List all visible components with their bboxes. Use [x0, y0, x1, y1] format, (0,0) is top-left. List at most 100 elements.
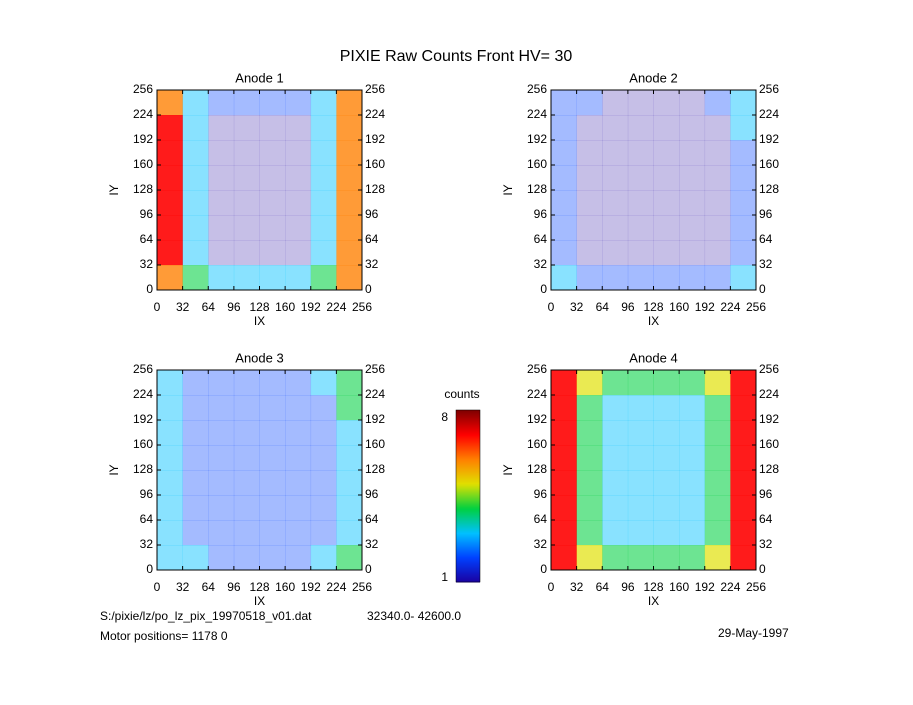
y2-tick-label: 224 [365, 107, 385, 121]
heatmap-cell [157, 420, 183, 446]
y2-tick-label: 160 [759, 437, 779, 451]
heatmap-cell [602, 520, 629, 546]
heatmap-cell [336, 215, 363, 241]
x-tick-label: 0 [154, 300, 161, 314]
heatmap-cell [679, 420, 706, 446]
y-tick-label: 160 [527, 157, 547, 171]
footer-file: S:/pixie/lz/po_lz_pix_19970518_v01.dat [100, 609, 312, 623]
heatmap-cell [704, 140, 731, 166]
colorbar-segment [456, 570, 480, 573]
y-axis-label: IY [107, 184, 121, 195]
heatmap-cell [551, 140, 577, 166]
heatmap-cell [208, 445, 235, 471]
colorbar-segment [456, 454, 480, 457]
y2-tick-label: 224 [365, 387, 385, 401]
heatmap-cell [576, 165, 603, 191]
heatmap-cell [182, 420, 209, 446]
heatmap-cell [730, 165, 757, 191]
x-axis-label: IX [648, 594, 659, 608]
x-tick-label: 192 [695, 580, 715, 594]
y-tick-label: 192 [133, 412, 153, 426]
heatmap-cell [627, 420, 654, 446]
heatmap-cell [157, 520, 183, 546]
heatmap-cell [259, 90, 286, 116]
colorbar-segment [456, 426, 480, 429]
y2-tick-label: 160 [365, 437, 385, 451]
colorbar-segment [456, 434, 480, 437]
heatmap-cell [182, 495, 209, 521]
y-tick-label: 128 [133, 462, 153, 476]
heatmap-cell [259, 420, 286, 446]
heatmap-cell [730, 445, 757, 471]
y2-tick-label: 256 [365, 82, 385, 96]
colorbar-segment [456, 460, 480, 463]
heatmap-cell [182, 470, 209, 496]
colorbar-segment [456, 540, 480, 543]
y2-tick-label: 224 [759, 107, 779, 121]
colorbar-segment [456, 410, 480, 413]
colorbar-segment [456, 530, 480, 533]
heatmap-cell [704, 215, 731, 241]
heatmap-cell [285, 545, 312, 571]
heatmap-cell [627, 470, 654, 496]
heatmap-cell [285, 115, 312, 141]
colorbar-segment [456, 452, 480, 455]
heatmap-cell [157, 165, 183, 191]
heatmap-cell [653, 265, 680, 291]
y2-tick-label: 160 [365, 157, 385, 171]
heatmap-cell [285, 90, 312, 116]
colorbar-segment [456, 520, 480, 523]
colorbar-segment [456, 536, 480, 539]
heatmap-cell [602, 495, 629, 521]
heatmap-cell [285, 420, 312, 446]
heatmap-cell [233, 190, 260, 216]
heatmap-cell [259, 190, 286, 216]
heatmap-cell [157, 240, 183, 266]
heatmap-cell [208, 165, 235, 191]
heatmap-cell [182, 215, 209, 241]
heatmap-cell [679, 445, 706, 471]
heatmap-cell [730, 495, 757, 521]
colorbar-segment [456, 508, 480, 511]
heatmap-cell [679, 240, 706, 266]
heatmap-cell [182, 115, 209, 141]
y2-tick-label: 0 [365, 282, 372, 296]
colorbar-segment [456, 550, 480, 553]
heatmap-cell [704, 395, 731, 421]
y2-tick-label: 64 [759, 512, 773, 526]
colorbar-segment [456, 436, 480, 439]
heatmap-cell [310, 265, 337, 291]
y2-tick-label: 32 [759, 257, 773, 271]
heatmap-cell [653, 545, 680, 571]
heatmap-cell [259, 495, 286, 521]
y-tick-label: 192 [527, 412, 547, 426]
y-tick-label: 160 [527, 437, 547, 451]
footer-date: 29-May-1997 [718, 626, 789, 640]
y-tick-label: 32 [140, 257, 154, 271]
colorbar-segment [456, 470, 480, 473]
heatmap-cell [704, 420, 731, 446]
heatmap-cell [233, 470, 260, 496]
heatmap-cell [310, 445, 337, 471]
colorbar-segment [456, 480, 480, 483]
y2-tick-label: 128 [365, 462, 385, 476]
colorbar-segment [456, 522, 480, 525]
heatmap-cell [602, 115, 629, 141]
heatmap-cell [551, 370, 577, 396]
heatmap-cell [285, 520, 312, 546]
heatmap-cell [310, 190, 337, 216]
colorbar-segment [456, 440, 480, 443]
heatmap-cell [208, 90, 235, 116]
colorbar-segment [456, 554, 480, 557]
y2-tick-label: 0 [365, 562, 372, 576]
colorbar-segment [456, 466, 480, 469]
heatmap-cell [310, 370, 337, 396]
heatmap-cell [679, 190, 706, 216]
colorbar-segment [456, 490, 480, 493]
heatmap-cell [336, 545, 363, 571]
colorbar-segment [456, 428, 480, 431]
y-tick-label: 256 [527, 362, 547, 376]
y2-tick-label: 192 [759, 132, 779, 146]
heatmap-cell [730, 115, 757, 141]
x-tick-label: 96 [227, 300, 241, 314]
